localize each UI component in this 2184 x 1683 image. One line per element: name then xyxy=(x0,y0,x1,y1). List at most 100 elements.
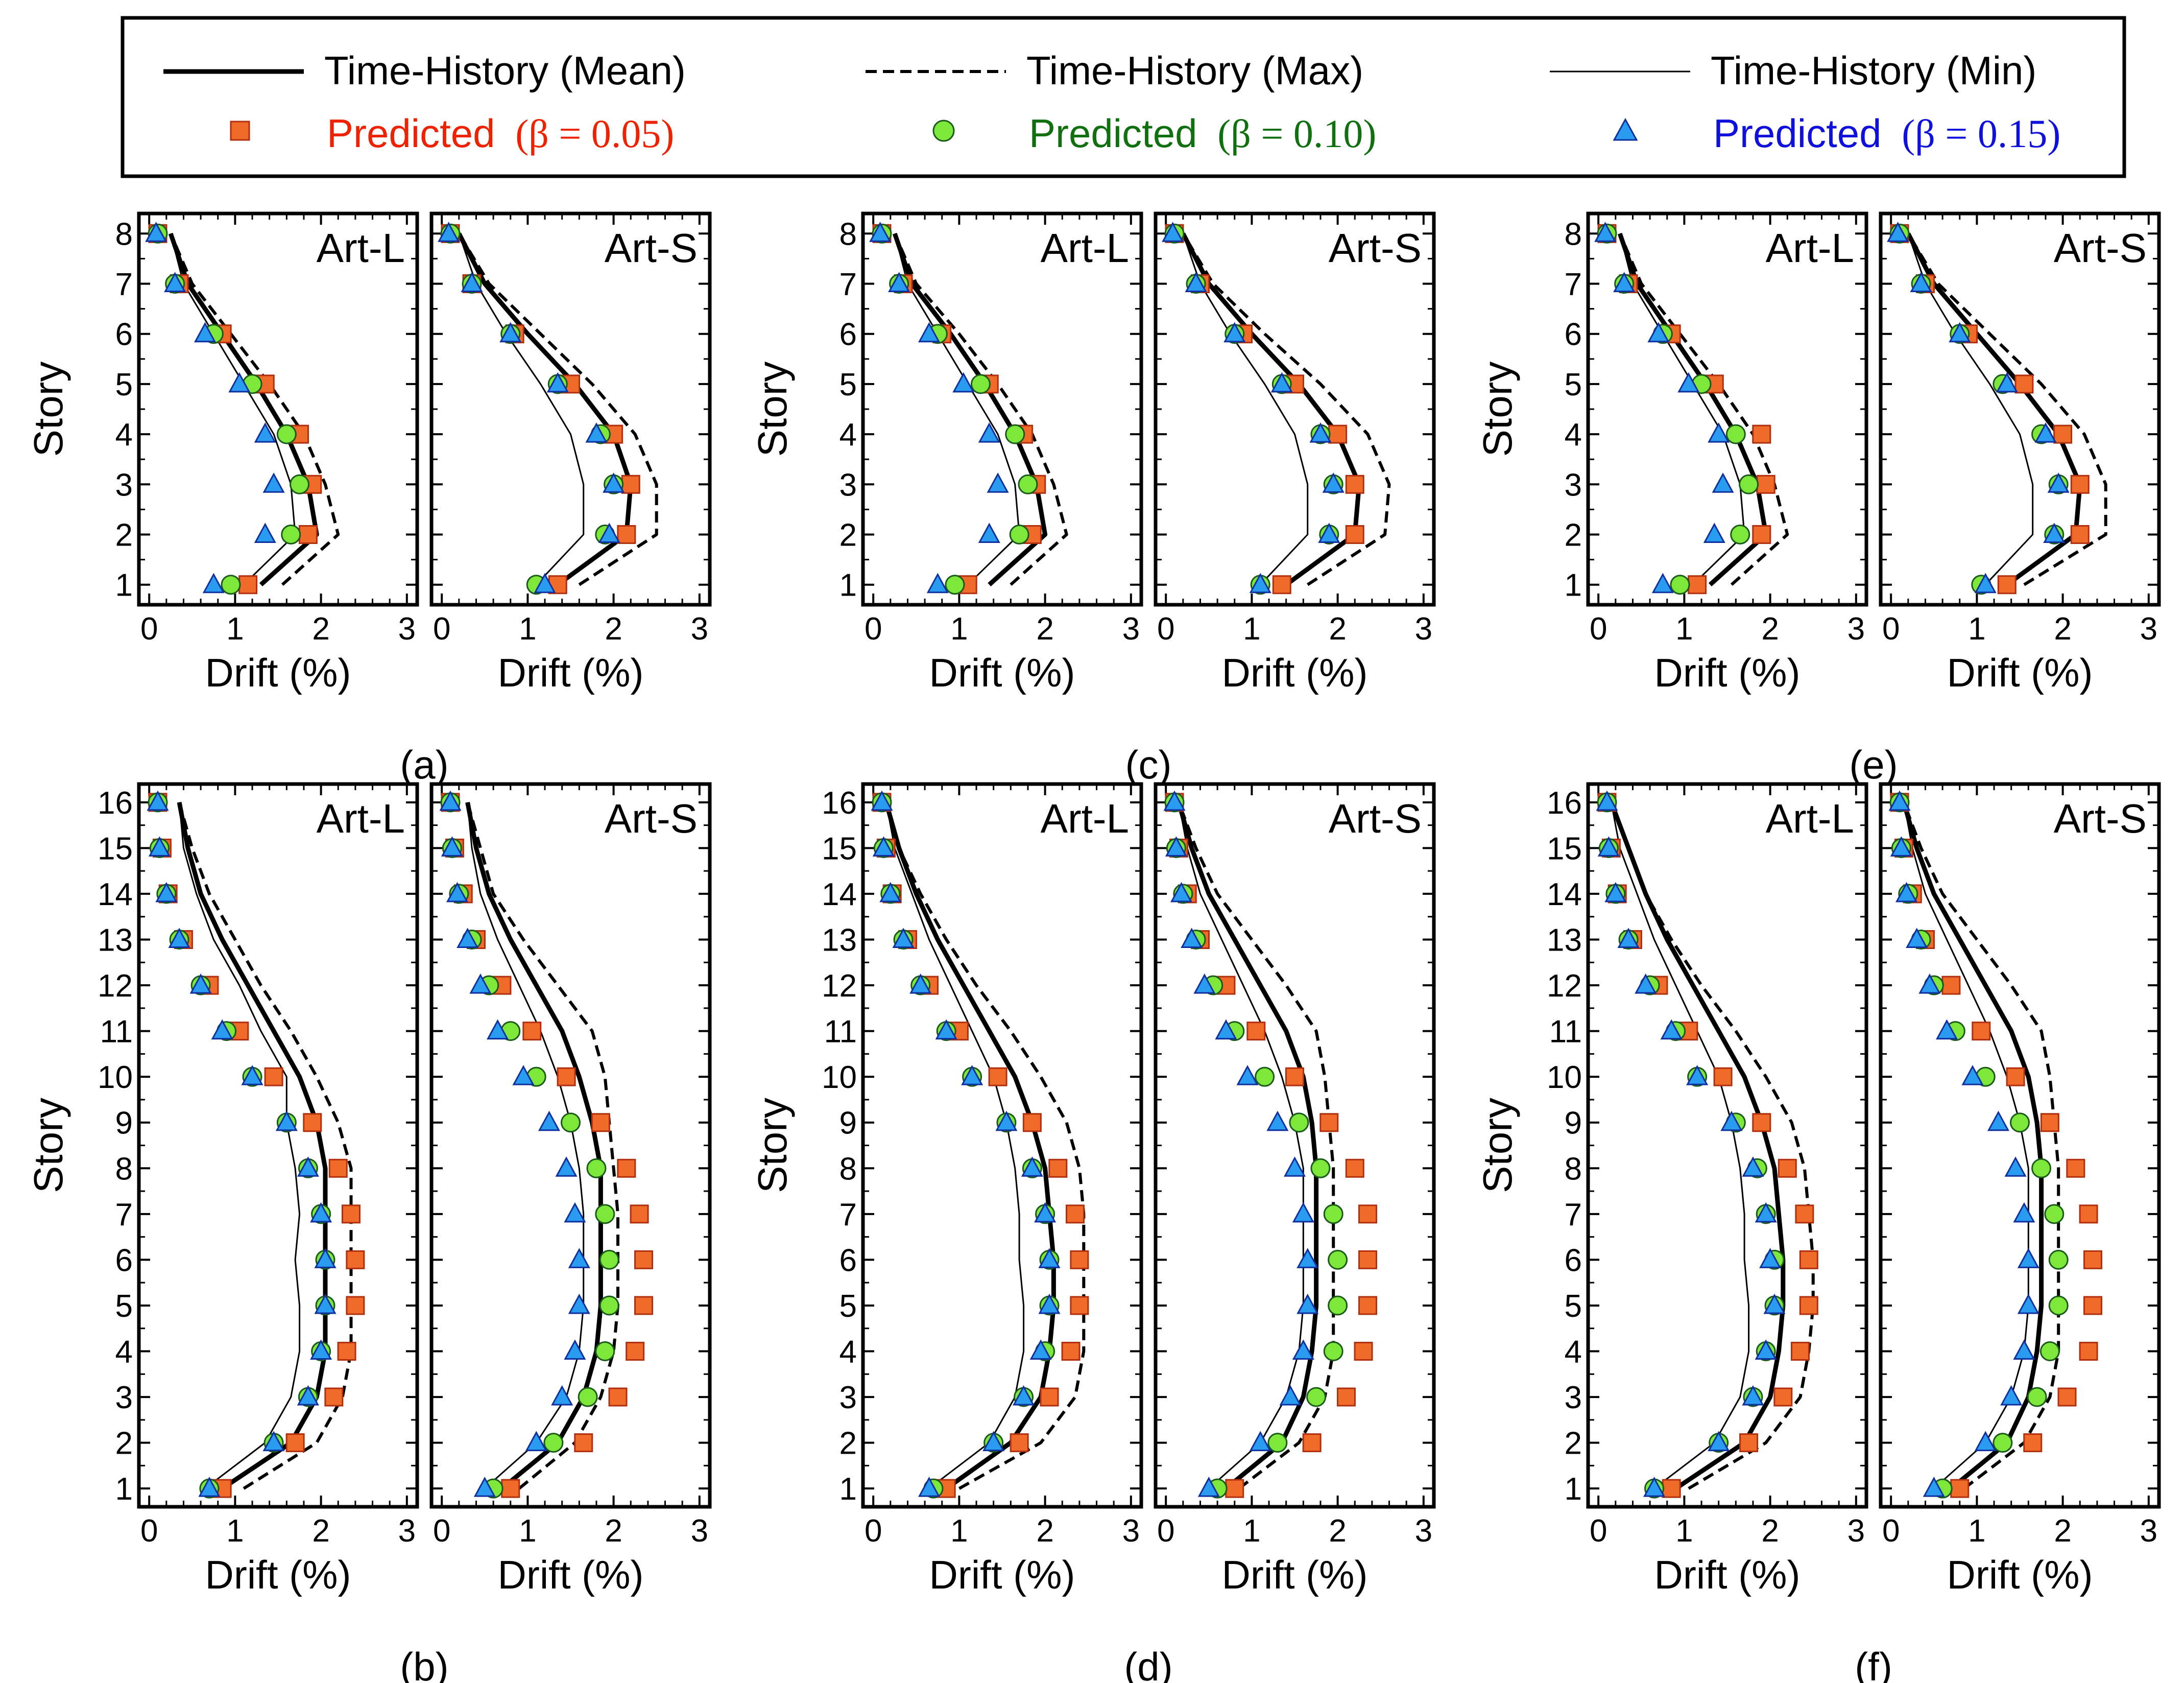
pred-beta015-marker xyxy=(1935,1019,1958,1040)
y-tick-label: 7 xyxy=(839,267,857,302)
pred-beta005-marker xyxy=(2083,1250,2102,1269)
pred-beta010-marker xyxy=(281,525,301,545)
pred-beta015-marker xyxy=(546,372,569,393)
pred-beta005-marker xyxy=(1795,1204,1814,1224)
pred-beta015-marker xyxy=(585,422,608,443)
pred-beta005-marker xyxy=(617,1158,636,1178)
axes-frame xyxy=(1154,211,1436,607)
y-tick-label: 11 xyxy=(100,1014,133,1050)
pred-beta005-marker xyxy=(1799,1250,1818,1269)
axes-frame xyxy=(137,782,419,1509)
pred-beta015-marker xyxy=(1987,1110,2009,1131)
pred-beta015-marker xyxy=(1895,882,1917,903)
x-tick-label: 3 xyxy=(398,1513,416,1549)
max-line xyxy=(178,801,353,1490)
pred-beta010-marker xyxy=(599,1249,619,1270)
pred-beta015-marker xyxy=(935,1019,957,1040)
x-axis-label: Drift (%) xyxy=(1222,650,1368,695)
max-line xyxy=(1618,233,1789,586)
pred-beta015-marker xyxy=(1708,422,1730,443)
legend-mean-label: Time-History (Mean) xyxy=(324,48,686,93)
pred-beta005-marker xyxy=(630,1204,649,1224)
y-tick-label: 16 xyxy=(98,786,133,821)
pred-beta015-marker xyxy=(1996,372,2018,393)
y-tick-label: 5 xyxy=(839,1289,857,1324)
pred-beta005-marker xyxy=(298,525,318,544)
panel-label: (f) xyxy=(1855,1644,1892,1683)
pred-beta005-marker xyxy=(2023,1433,2043,1453)
pred-beta015-marker xyxy=(1974,573,1997,594)
pred-beta015-marker xyxy=(469,973,492,994)
legend-pred-005: Predicted (β = 0.05) xyxy=(327,111,674,156)
pred-beta015-marker xyxy=(1185,272,1207,292)
subplot-title: Art-S xyxy=(1329,796,1422,841)
subplot-title: Art-S xyxy=(2054,796,2147,841)
x-tick-label: 0 xyxy=(433,611,450,647)
y-tick-label: 5 xyxy=(1565,367,1582,402)
pred-beta015-marker xyxy=(473,1477,496,1497)
pred-beta015-marker xyxy=(525,1431,547,1452)
y-tick-label: 3 xyxy=(839,1380,857,1415)
x-tick-label: 3 xyxy=(1847,1513,1865,1549)
x-tick-label: 1 xyxy=(1968,1513,1985,1549)
y-tick-label: 13 xyxy=(822,922,857,958)
legend-pred-005-beta: (β = 0.05) xyxy=(515,111,674,156)
pred-beta015-marker xyxy=(1279,1385,1302,1406)
x-tick-label: 1 xyxy=(1675,1513,1693,1549)
pred-beta005-marker xyxy=(1345,1158,1364,1178)
y-tick-label: 7 xyxy=(1565,267,1582,302)
pred-beta005-marker xyxy=(1328,424,1348,444)
y-tick-label: 8 xyxy=(839,217,857,252)
pred-beta015-marker xyxy=(228,372,251,393)
pred-beta005-marker xyxy=(324,1387,344,1407)
pred-beta015-marker xyxy=(189,973,212,994)
y-tick-label: 3 xyxy=(1565,1380,1582,1415)
pred-beta010-marker xyxy=(586,1158,607,1178)
legend: Time-History (Mean) Time-History (Max) T… xyxy=(121,16,2126,178)
pred-beta015-marker xyxy=(978,422,1000,443)
x-tick-label: 3 xyxy=(691,611,708,647)
pred-beta005-marker xyxy=(1662,1479,1681,1498)
pred-beta005-marker xyxy=(621,475,640,494)
x-tick-label: 0 xyxy=(1157,1513,1174,1549)
pred-beta005-marker xyxy=(2079,1342,2098,1361)
pred-beta015-marker xyxy=(1910,272,1932,292)
subplot-title: Art-L xyxy=(1766,225,1854,271)
y-tick-label: 4 xyxy=(839,1335,857,1370)
pred-beta015-marker xyxy=(254,422,276,443)
legend-min-label: Time-History (Min) xyxy=(1711,48,2036,93)
x-axis-label: Drift (%) xyxy=(929,650,1075,695)
pred-beta015-marker xyxy=(534,573,556,594)
pred-beta015-marker xyxy=(1249,1431,1271,1452)
y-tick-label: 7 xyxy=(115,267,133,302)
pred-beta015-marker xyxy=(978,523,1000,543)
y-tick-label: 3 xyxy=(1565,467,1582,503)
pred-beta005-marker xyxy=(1752,525,1771,544)
pred-beta005-marker xyxy=(1345,475,1364,494)
pred-beta005-marker xyxy=(341,1204,361,1224)
pred-beta015-marker xyxy=(1266,1110,1289,1131)
pred-beta015-marker xyxy=(1651,573,1674,594)
y-tick-label: 6 xyxy=(839,317,857,352)
pred-beta005-marker xyxy=(1336,1387,1356,1407)
pred-beta005-marker xyxy=(1070,1250,1089,1269)
pred-beta015-marker xyxy=(2043,523,2066,543)
x-tick-label: 3 xyxy=(1122,1513,1140,1549)
x-tick-label: 2 xyxy=(1036,611,1053,647)
legend-pred-005-word: Predicted xyxy=(327,111,495,156)
min-line xyxy=(1610,802,1750,1489)
pred-beta015-marker xyxy=(1759,1248,1782,1268)
pred-beta005-marker xyxy=(1022,1113,1042,1132)
pred-beta010-marker xyxy=(221,575,241,595)
y-tick-label: 4 xyxy=(839,417,857,453)
pred-beta015-marker xyxy=(995,1110,1018,1131)
panel-label: (d) xyxy=(1124,1644,1172,1683)
pred-beta005-marker xyxy=(1061,1342,1081,1361)
x-axis-label: Drift (%) xyxy=(205,650,351,695)
axes-frame xyxy=(1154,782,1436,1509)
x-axis-label: Drift (%) xyxy=(1654,1552,1801,1597)
pred-beta010-marker xyxy=(1670,575,1690,595)
pred-beta005-marker xyxy=(2070,475,2090,494)
